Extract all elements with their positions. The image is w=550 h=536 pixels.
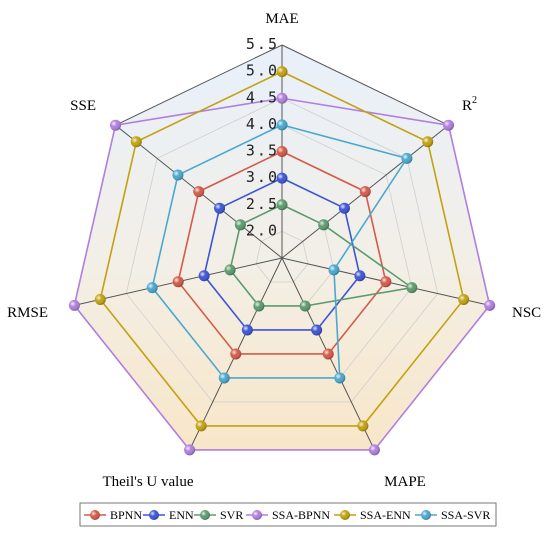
axis-label: R2 bbox=[462, 95, 477, 114]
series-line bbox=[177, 150, 387, 355]
tick-label: 5.5 bbox=[246, 35, 279, 53]
legend-marker-shading bbox=[90, 510, 100, 520]
data-point-shading bbox=[230, 348, 242, 360]
data-point-shading bbox=[322, 348, 334, 360]
legend-label: SSA-ENN bbox=[360, 508, 411, 522]
data-point-shading bbox=[276, 92, 288, 104]
series-svr bbox=[224, 199, 418, 312]
data-point-shading bbox=[357, 420, 369, 432]
data-point-shading bbox=[338, 202, 350, 214]
data-point-shading bbox=[276, 66, 288, 78]
data-point-shading bbox=[354, 270, 366, 282]
axis-label: RMSE bbox=[7, 305, 48, 321]
data-point-shading bbox=[276, 146, 288, 157]
legend-item: ENN bbox=[143, 508, 194, 522]
data-point-shading bbox=[184, 444, 196, 456]
axis-labels: MAE R2 NSC MAPE Theil's U value RMSE SSE bbox=[7, 11, 541, 490]
data-point-shading bbox=[422, 136, 434, 148]
data-point-shading bbox=[253, 300, 265, 312]
legend-item: SSA-ENN bbox=[334, 508, 411, 522]
legend-item: SVR bbox=[194, 508, 243, 522]
legend-marker-shading bbox=[149, 510, 159, 520]
data-point-shading bbox=[380, 276, 392, 288]
data-point-shading bbox=[94, 293, 106, 305]
data-point-shading bbox=[109, 119, 121, 131]
tick-label: 3.0 bbox=[246, 168, 279, 186]
legend-item: SSA-BPNN bbox=[246, 508, 330, 522]
axis-label: NSC bbox=[512, 305, 541, 321]
data-point-shading bbox=[172, 169, 184, 181]
data-point-shading bbox=[214, 202, 226, 214]
series-line bbox=[229, 203, 414, 307]
legend-marker-shading bbox=[340, 510, 350, 520]
series-ssa-bpnn bbox=[68, 92, 496, 456]
legend-item: BPNN bbox=[84, 508, 142, 522]
data-point-shading bbox=[193, 186, 205, 198]
data-point-shading bbox=[146, 282, 158, 294]
legend-label: SSA-SVR bbox=[441, 508, 490, 522]
tick-labels: 2.0 2.5 3.0 3.5 4.0 4.5 5.0 5.5 bbox=[246, 35, 279, 239]
series-layer bbox=[68, 66, 496, 456]
series-enn bbox=[198, 172, 366, 336]
data-point-shading bbox=[241, 324, 253, 336]
axis-label: SSE bbox=[70, 98, 96, 114]
legend-label: BPNN bbox=[110, 508, 142, 522]
legend-label: SVR bbox=[220, 508, 243, 522]
data-point-shading bbox=[328, 264, 340, 276]
data-point-shading bbox=[299, 300, 311, 312]
axis-label: MAPE bbox=[384, 474, 426, 490]
data-point-shading bbox=[458, 293, 470, 305]
series-bpnn bbox=[172, 146, 392, 360]
tick-label: 2.5 bbox=[246, 195, 279, 213]
legend-marker-shading bbox=[252, 510, 262, 520]
legend-box bbox=[79, 502, 497, 527]
data-point-shading bbox=[195, 420, 207, 432]
data-point-shading bbox=[234, 219, 246, 231]
series-ssa-svr bbox=[146, 119, 413, 384]
data-point-shading bbox=[276, 199, 288, 211]
axis-label: Theil's U value bbox=[102, 474, 193, 490]
data-point-shading bbox=[318, 219, 330, 231]
data-point-shading bbox=[484, 299, 496, 311]
legend-label: ENN bbox=[169, 508, 194, 522]
data-point-shading bbox=[198, 270, 210, 282]
legend-label: SSA-BPNN bbox=[272, 508, 330, 522]
axis-label: MAE bbox=[265, 11, 298, 27]
data-point-shading bbox=[218, 372, 230, 384]
legend-item: SSA-SVR bbox=[415, 508, 490, 522]
tick-label: 3.5 bbox=[246, 142, 279, 160]
grid-ring bbox=[125, 97, 439, 403]
legend-marker-shading bbox=[200, 510, 210, 520]
data-point-shading bbox=[130, 136, 142, 148]
tick-label: 5.0 bbox=[246, 62, 279, 80]
data-point-shading bbox=[311, 324, 323, 336]
grid-ring bbox=[255, 230, 309, 283]
data-point-shading bbox=[68, 299, 80, 311]
series-line bbox=[99, 70, 465, 427]
legend: BPNN ENN SVR SSA-BPNN SSA-ENN SSA-SVR bbox=[79, 502, 497, 527]
data-point-shading bbox=[334, 372, 346, 384]
data-point-shading bbox=[401, 152, 413, 164]
data-point-shading bbox=[368, 444, 380, 456]
series-line bbox=[73, 97, 491, 451]
data-point-shading bbox=[172, 276, 184, 288]
legend-marker-shading bbox=[421, 510, 431, 520]
series-ssa-enn bbox=[94, 66, 470, 432]
data-point-shading bbox=[224, 264, 236, 276]
tick-label: 2.0 bbox=[246, 221, 279, 239]
tick-label: 4.0 bbox=[246, 115, 279, 133]
data-point-shading bbox=[406, 282, 418, 294]
data-point-shading bbox=[276, 172, 288, 184]
data-point-shading bbox=[359, 186, 371, 198]
series-line bbox=[203, 177, 361, 331]
tick-label: 4.5 bbox=[246, 88, 279, 106]
data-point-shading bbox=[443, 119, 455, 131]
data-point-shading bbox=[276, 119, 288, 131]
series-line bbox=[151, 124, 409, 379]
